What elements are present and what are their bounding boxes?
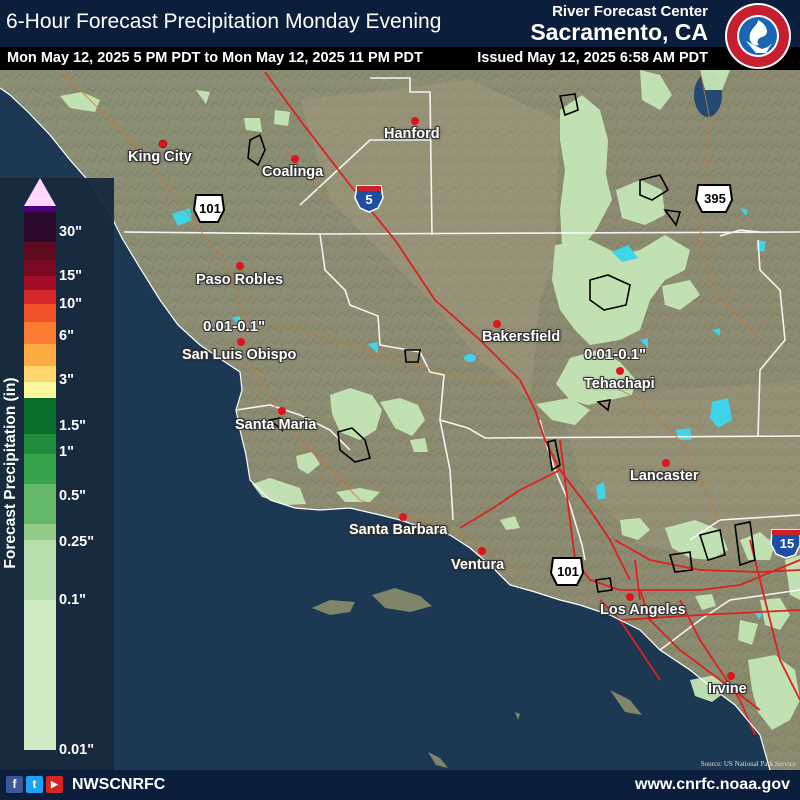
channel-islands (312, 588, 642, 768)
website-link[interactable]: www.cnrfc.noaa.gov (635, 776, 790, 793)
legend-tick-label: 0.1" (59, 592, 87, 608)
city-dot-los-angeles (626, 593, 634, 601)
legend-swatch (24, 540, 56, 600)
city-dot-tehachapi (616, 367, 624, 375)
city-dot-ventura (478, 547, 486, 555)
footer-bar (0, 770, 800, 800)
legend-swatch (24, 398, 56, 434)
city-dot-bakersfield (493, 320, 501, 328)
city-dot-paso-robles (236, 262, 244, 270)
noaa-nws-logo (725, 3, 791, 69)
city-label-lancaster: Lancaster (630, 468, 699, 484)
city-label-bakersfield: Bakersfield (482, 329, 561, 345)
city-label-coalinga: Coalinga (262, 164, 324, 180)
legend-colorbar (24, 178, 56, 750)
us-395-label: 395 (704, 191, 726, 206)
office-label: River Forecast Center (552, 3, 708, 20)
city-label-irvine: Irvine (708, 681, 747, 697)
legend-tick-label: 6" (59, 328, 74, 344)
legend-tick-label: 30" (59, 224, 83, 240)
legend-swatch (24, 484, 56, 524)
interstate-5-shield (354, 185, 384, 213)
burn-scar-outlines (247, 93, 756, 593)
us-101-label-south: 101 (557, 564, 579, 579)
legend-swatch (24, 242, 56, 260)
city-label-santa-maria: Santa Maria (235, 417, 317, 433)
city-dot-irvine (727, 672, 735, 680)
legend-swatch (24, 454, 56, 484)
city-label-los-angeles: Los Angeles (600, 602, 686, 618)
legend-swatch (24, 260, 56, 276)
city-dot-santa-barbara (399, 513, 407, 521)
legend-swatch (24, 304, 56, 322)
us-101-label-north: 101 (199, 201, 221, 216)
legend-swatch (24, 322, 56, 344)
legend-swatch (24, 290, 56, 304)
map-title: 6-Hour Forecast Precipitation Monday Eve… (6, 10, 442, 33)
city-label-hanford: Hanford (384, 126, 440, 142)
coastline (0, 87, 771, 771)
legend-swatch (24, 212, 56, 242)
us-395-shield (694, 184, 734, 213)
legend-tick-label: 0.01" (59, 742, 95, 758)
legend-swatch (24, 382, 56, 398)
legend-tick-label: 0.25" (59, 534, 95, 550)
city-dot-king-city (158, 139, 168, 149)
city-label-santa-barbara: Santa Barbara (349, 522, 448, 538)
minor-roads (59, 69, 761, 576)
legend-tick-label: 15" (59, 268, 83, 284)
forecast-amount-label: 0.01-0.1" (203, 318, 266, 335)
city-label-paso-robles: Paso Robles (196, 272, 284, 288)
i15-label: 15 (779, 536, 795, 551)
legend-swatch (24, 366, 56, 382)
legend-tick-label: 0.5" (59, 488, 87, 504)
legend-tick-label: 3" (59, 372, 74, 388)
legend-swatch-max-arrow (24, 178, 56, 206)
legend-tick-label: 10" (59, 296, 83, 312)
city-dot-hanford (411, 117, 419, 125)
facebook-icon[interactable]: f (6, 776, 23, 793)
valid-period: Mon May 12, 2025 5 PM PDT to Mon May 12,… (7, 50, 423, 66)
lake-small (464, 354, 476, 362)
data-source-credit: Source: US National Park Service (700, 760, 796, 768)
city-dot-san-luis-obispo (237, 338, 245, 346)
youtube-icon[interactable]: ▶ (46, 776, 63, 793)
city-label-ventura: Ventura (451, 557, 505, 573)
city-dot-santa-maria (278, 407, 286, 415)
issued-time: Issued May 12, 2025 6:58 AM PDT (477, 50, 708, 66)
social-icons: f t ▶ (6, 776, 63, 793)
legend-swatch (24, 600, 56, 750)
legend-swatch (24, 206, 56, 212)
us-101-shield-north (192, 194, 226, 223)
legend-swatch (24, 276, 56, 290)
twitter-icon[interactable]: t (26, 776, 43, 793)
legend-tick-label: 1" (59, 444, 74, 460)
us-101-shield-south (549, 557, 585, 586)
legend-swatch (24, 344, 56, 366)
subtitle-bar: Mon May 12, 2025 5 PM PDT to Mon May 12,… (0, 47, 800, 70)
legend-swatch (24, 434, 56, 454)
forecast-amount-label: 0.01-0.1" (584, 346, 647, 363)
legend-swatch (24, 524, 56, 540)
i5-label: 5 (365, 192, 373, 207)
city-label-king-city: King City (128, 149, 192, 165)
mojave-desert (560, 380, 800, 560)
social-handle[interactable]: NWSCNRFC (72, 776, 166, 793)
office-location: Sacramento, CA (530, 19, 708, 45)
city-dot-lancaster (662, 459, 670, 467)
city-label-san-luis-obispo: San Luis Obispo (182, 347, 297, 363)
central-valley (300, 80, 560, 400)
interstate-15-shield (770, 529, 800, 559)
legend-panel (0, 178, 114, 770)
city-label-tehachapi: Tehachapi (584, 376, 655, 392)
city-dot-coalinga (291, 155, 299, 163)
legend-tick-label: 1.5" (59, 418, 87, 434)
